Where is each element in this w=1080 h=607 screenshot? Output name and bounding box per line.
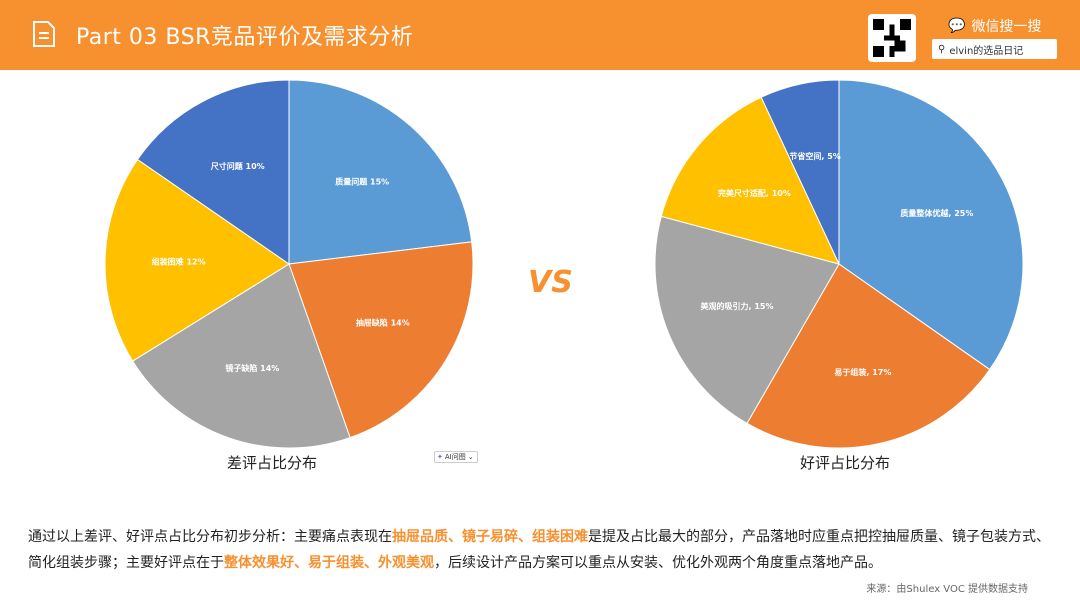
pie-data-label: 尺寸问题 10%	[211, 161, 265, 171]
header: Part 03 BSR竞品评价及需求分析 💬 微信搜一搜 ⚲ elvin的选品日…	[0, 0, 1080, 70]
pie-data-label: 镜子缺陷 14%	[225, 363, 279, 373]
pie-slice-1	[288, 79, 473, 265]
pie-slice-4	[660, 96, 840, 265]
pie-slice-5	[760, 79, 840, 265]
pie-data-label: 抽屉缺陷 14%	[356, 317, 410, 327]
pie-slice-4	[104, 158, 290, 362]
search-icon: ⚲	[938, 43, 946, 55]
positive-pie-title: 好评占比分布	[800, 454, 891, 472]
vs-label: VS	[528, 265, 573, 300]
pie-slice-3	[132, 263, 351, 449]
pie-data-label: 完美尺寸适配, 10%	[718, 188, 791, 198]
qr-code	[868, 14, 916, 62]
pie-data-label: 节省空间, 5%	[789, 151, 840, 161]
pie-data-label: 易于组装, 17%	[834, 367, 891, 377]
pie-slice-3	[654, 215, 840, 425]
pie-slice-1	[838, 79, 1024, 371]
pie-data-label: 质量整体优越, 25%	[900, 208, 973, 218]
pie-slice-2	[288, 241, 474, 439]
pie-data-label: 组装困难 12%	[152, 256, 206, 266]
document-icon	[33, 21, 55, 47]
pie-data-label: 美观的吸引力, 15%	[701, 301, 774, 311]
pie-data-label: 质量问题 15%	[335, 176, 389, 186]
pie-slice-5	[136, 79, 290, 265]
ai-icon: ✦	[437, 453, 443, 461]
negative-pie-title: 差评占比分布	[227, 454, 318, 472]
wechat-icon: 💬	[948, 18, 966, 34]
ai-image-button[interactable]: ✦ AI问图 ⌄	[434, 451, 478, 463]
summary-paragraph: 通过以上差评、好评点占比分布初步分析：主要痛点表现在抽屉品质、镜子易碎、组装困难…	[28, 529, 1050, 571]
pie-slice-2	[746, 263, 991, 449]
positive-review-pie-chart: 质量整体优越, 25% 易于组装, 17% 美观的吸引力, 15% 完美尺寸适配, 1…	[654, 79, 1024, 449]
wechat-search-label: 💬 微信搜一搜	[948, 18, 1042, 35]
source-note: 来源：由Shulex VOC 提供数据支持	[866, 584, 1028, 595]
page-title: Part 03 BSR竞品评价及需求分析	[76, 25, 414, 50]
negative-review-pie-chart: 质量问题 15% 抽屉缺陷 14% 镜子缺陷 14% 组装困难 12% 尺寸问题 10%	[104, 79, 474, 449]
search-box[interactable]: ⚲ elvin的选品日记	[932, 39, 1057, 59]
chevron-down-icon: ⌄	[467, 453, 474, 461]
